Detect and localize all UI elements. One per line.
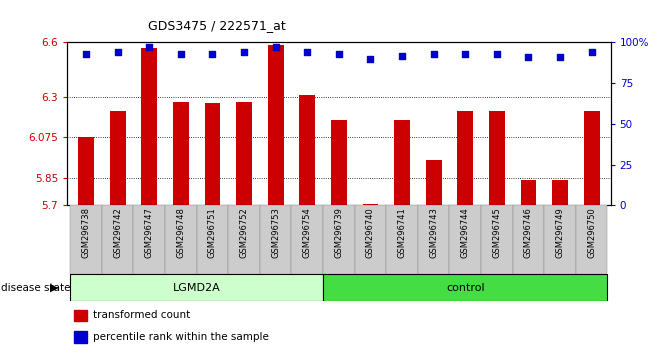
Point <box>586 50 597 55</box>
Bar <box>584 111 600 205</box>
Text: GSM296753: GSM296753 <box>271 207 280 258</box>
Bar <box>552 180 568 205</box>
Point <box>460 51 470 57</box>
Bar <box>576 205 607 274</box>
Text: percentile rank within the sample: percentile rank within the sample <box>93 332 269 342</box>
Bar <box>394 120 410 205</box>
Bar <box>110 111 125 205</box>
Bar <box>102 205 134 274</box>
Bar <box>331 120 347 205</box>
Bar <box>362 204 378 205</box>
Bar <box>74 309 87 321</box>
Bar <box>197 205 228 274</box>
Bar <box>268 45 284 205</box>
Bar <box>323 205 355 274</box>
Text: GSM296740: GSM296740 <box>366 207 375 258</box>
Point <box>365 56 376 62</box>
Bar <box>521 180 536 205</box>
Point <box>428 51 439 57</box>
Text: GSM296749: GSM296749 <box>556 207 564 258</box>
Text: GDS3475 / 222571_at: GDS3475 / 222571_at <box>148 19 285 32</box>
Bar <box>173 102 189 205</box>
Point <box>333 51 344 57</box>
Text: GSM296744: GSM296744 <box>461 207 470 258</box>
Bar <box>544 205 576 274</box>
Bar <box>450 205 481 274</box>
Point <box>144 45 154 50</box>
Bar <box>78 137 94 205</box>
Point <box>397 53 407 58</box>
Bar <box>513 205 544 274</box>
Point <box>491 51 502 57</box>
Bar <box>228 205 260 274</box>
Bar <box>386 205 418 274</box>
Point <box>207 51 218 57</box>
Bar <box>489 111 505 205</box>
Text: GSM296748: GSM296748 <box>176 207 185 258</box>
Bar <box>70 205 102 274</box>
Bar <box>355 205 386 274</box>
Text: GSM296738: GSM296738 <box>82 207 91 258</box>
Text: disease state: disease state <box>1 282 70 293</box>
Text: GSM296751: GSM296751 <box>208 207 217 258</box>
Bar <box>458 111 473 205</box>
Bar <box>299 95 315 205</box>
Text: control: control <box>446 282 484 293</box>
Text: GSM296741: GSM296741 <box>397 207 407 258</box>
Bar <box>426 160 442 205</box>
Text: ▶: ▶ <box>50 282 59 293</box>
Bar <box>418 205 450 274</box>
Text: GSM296754: GSM296754 <box>303 207 312 258</box>
Text: GSM296743: GSM296743 <box>429 207 438 258</box>
Bar <box>205 103 220 205</box>
Bar <box>291 205 323 274</box>
Text: GSM296750: GSM296750 <box>587 207 596 258</box>
Point <box>112 50 123 55</box>
Text: GSM296746: GSM296746 <box>524 207 533 258</box>
Point <box>239 50 250 55</box>
Point <box>302 50 313 55</box>
Text: GSM296752: GSM296752 <box>240 207 248 258</box>
Point <box>555 54 566 60</box>
Point <box>176 51 187 57</box>
Bar <box>236 102 252 205</box>
Bar <box>165 205 197 274</box>
Text: transformed count: transformed count <box>93 310 191 320</box>
Point <box>270 45 281 50</box>
Bar <box>74 331 87 343</box>
Text: LGMD2A: LGMD2A <box>173 282 221 293</box>
Text: GSM296745: GSM296745 <box>493 207 501 258</box>
Point <box>523 54 534 60</box>
Bar <box>323 274 607 301</box>
Bar <box>70 274 323 301</box>
Text: GSM296747: GSM296747 <box>145 207 154 258</box>
Text: GSM296742: GSM296742 <box>113 207 122 258</box>
Bar <box>142 48 157 205</box>
Bar <box>481 205 513 274</box>
Bar <box>260 205 291 274</box>
Point <box>81 51 91 57</box>
Bar <box>134 205 165 274</box>
Text: GSM296739: GSM296739 <box>334 207 344 258</box>
